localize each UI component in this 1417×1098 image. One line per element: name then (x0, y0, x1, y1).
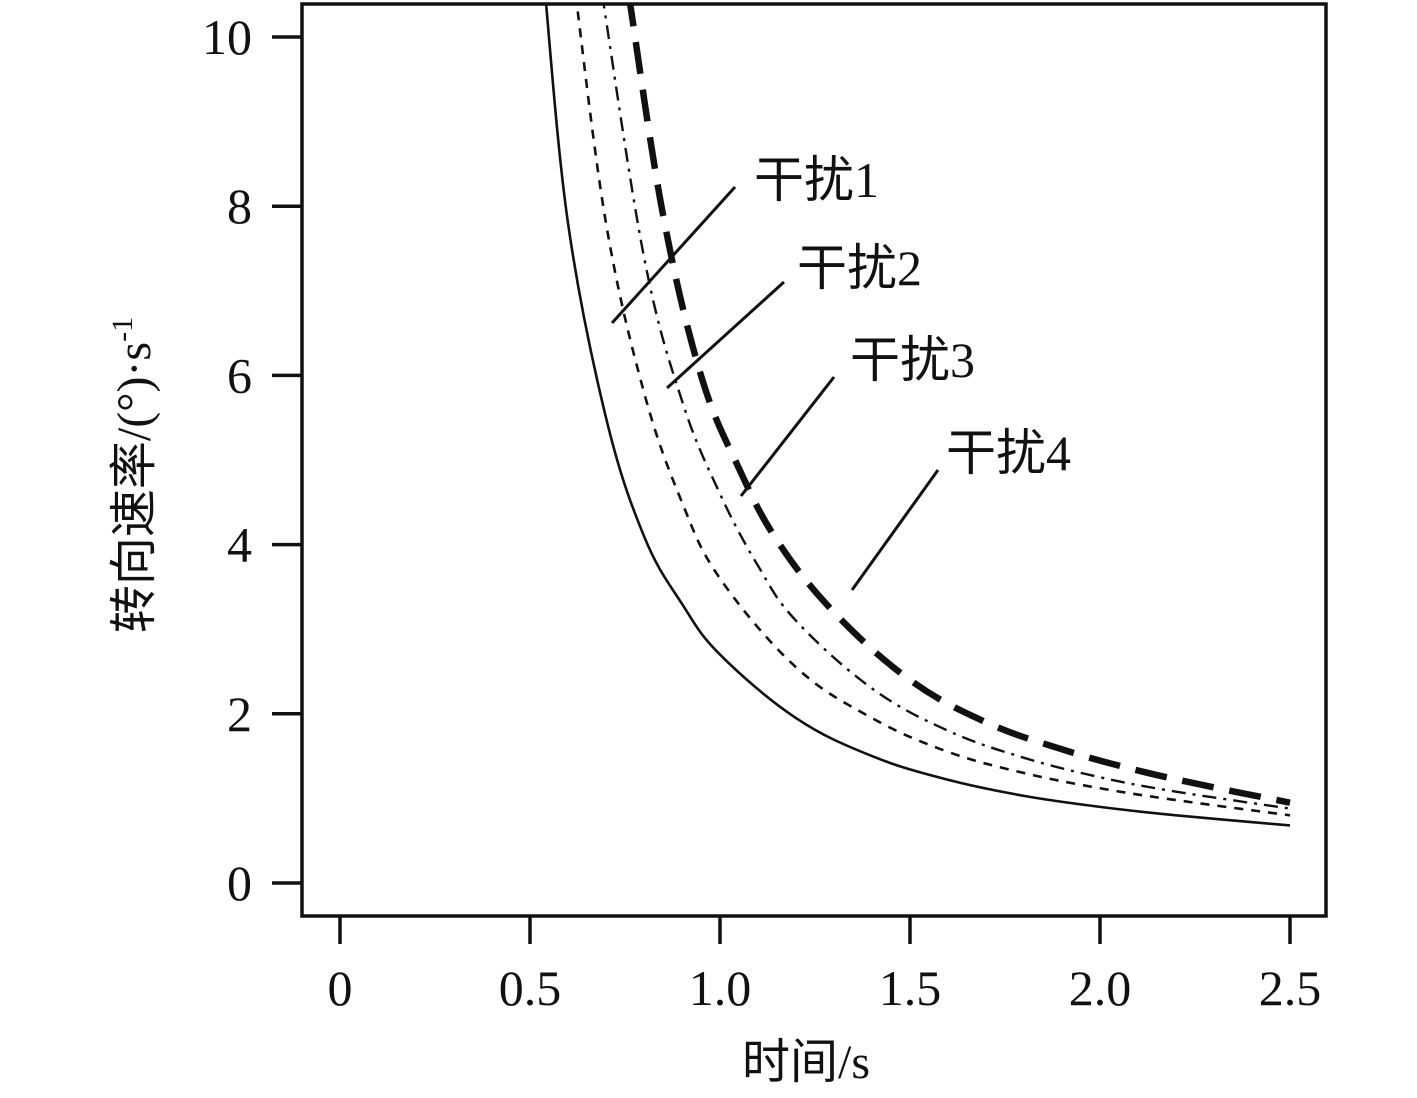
y-tick-label: 2 (227, 686, 252, 742)
x-axis-title: 时间/s (742, 1036, 870, 1089)
y-axis-title-main: 转向速率/(°)·s (108, 342, 161, 633)
y-tick-label: 10 (202, 9, 252, 65)
plot-frame (300, 2, 1328, 918)
series-line-1 (544, 4, 1291, 827)
x-tick-label: 0.5 (499, 960, 562, 1016)
x-tick-label: 0 (328, 960, 353, 1016)
series-label-1: 干扰1 (754, 152, 879, 208)
y-axis: 0 2 4 6 8 10 (202, 9, 302, 911)
annotation-leader-1 (610, 185, 737, 325)
y-tick-label: 4 (227, 517, 252, 573)
annotation-leader-2 (665, 280, 786, 390)
x-tick-label: 2.5 (1259, 960, 1322, 1016)
annotation-leader-4 (850, 469, 940, 591)
series-layer (544, 4, 1291, 827)
y-tick-label: 0 (227, 855, 252, 911)
x-tick-label: 2.0 (1069, 960, 1132, 1016)
x-axis: 0 0.5 1.0 1.5 2.0 2.5 (328, 916, 1322, 1016)
series-label-2: 干扰2 (797, 240, 922, 296)
series-line-4 (626, 4, 1291, 806)
y-tick-label: 6 (227, 347, 252, 403)
y-tick-label: 8 (227, 178, 252, 234)
y-axis-title: 转向速率/(°)·s-1 (106, 317, 161, 633)
x-tick-label: 1.0 (689, 960, 752, 1016)
annotation-leader-3 (739, 376, 836, 497)
series-line-3 (602, 4, 1291, 810)
y-axis-title-superscript: -1 (106, 317, 139, 342)
series-line-2 (575, 4, 1291, 817)
x-tick-label: 1.5 (879, 960, 942, 1016)
annotation-layer: 干扰1 干扰2 干扰3 干扰4 (610, 152, 1071, 591)
series-label-4: 干扰4 (946, 425, 1071, 481)
series-label-3: 干扰3 (850, 332, 975, 388)
